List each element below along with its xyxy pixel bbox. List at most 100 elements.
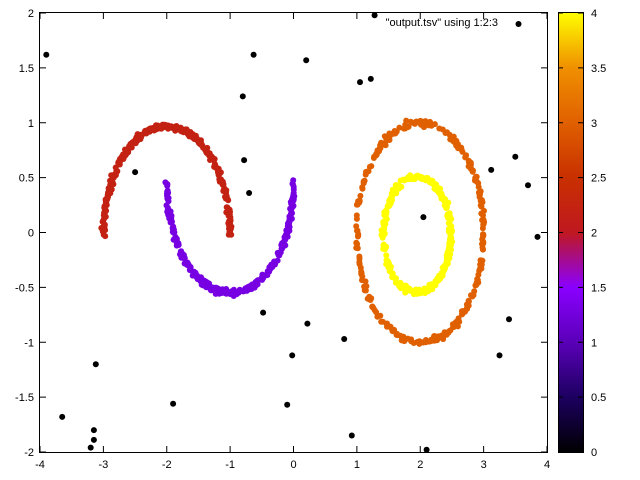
data-point bbox=[422, 338, 429, 345]
colorbar-tick-label: 3 bbox=[591, 118, 597, 130]
data-point bbox=[169, 218, 175, 225]
data-point bbox=[289, 352, 296, 359]
data-point bbox=[102, 233, 109, 240]
data-point bbox=[224, 209, 231, 216]
data-point bbox=[386, 268, 393, 275]
data-point bbox=[479, 217, 486, 224]
data-point bbox=[420, 214, 427, 221]
data-point bbox=[374, 313, 381, 320]
data-point bbox=[353, 240, 360, 246]
y-tick-label: -2 bbox=[24, 447, 34, 459]
data-point bbox=[356, 261, 363, 268]
x-tick-label: 0 bbox=[290, 459, 296, 471]
data-point bbox=[386, 137, 393, 143]
data-point bbox=[402, 284, 409, 291]
data-point bbox=[167, 214, 173, 221]
data-point bbox=[381, 246, 388, 253]
data-point bbox=[475, 180, 482, 187]
data-point bbox=[439, 264, 446, 271]
data-point bbox=[114, 168, 121, 175]
data-point bbox=[246, 190, 253, 196]
data-point bbox=[286, 225, 292, 232]
data-point bbox=[426, 285, 433, 292]
data-point bbox=[410, 340, 417, 346]
data-point bbox=[280, 238, 287, 245]
data-point bbox=[353, 223, 360, 230]
data-point bbox=[434, 337, 440, 344]
data-point bbox=[360, 178, 367, 185]
data-point bbox=[465, 302, 472, 309]
data-point bbox=[359, 273, 366, 280]
data-point bbox=[368, 163, 375, 170]
data-point bbox=[445, 252, 452, 259]
data-point bbox=[170, 229, 177, 236]
data-point bbox=[356, 197, 363, 204]
data-point bbox=[388, 131, 395, 137]
data-point bbox=[451, 321, 458, 328]
data-point bbox=[383, 261, 390, 268]
colorbar-tick-label: 2.5 bbox=[591, 173, 606, 185]
data-point bbox=[534, 233, 541, 240]
data-point bbox=[488, 166, 495, 173]
data-point bbox=[467, 163, 474, 170]
data-point bbox=[43, 51, 50, 58]
data-point bbox=[418, 339, 424, 346]
data-point bbox=[437, 192, 444, 199]
data-point bbox=[357, 79, 363, 86]
data-point bbox=[227, 225, 234, 232]
data-point bbox=[421, 124, 427, 131]
y-axis: -2 -1.5 -1 -0.5 0 0.5 1 1.5 2 bbox=[15, 8, 547, 459]
data-point bbox=[446, 240, 453, 246]
colorbar-tick-label: 1.5 bbox=[591, 282, 606, 294]
data-point bbox=[210, 157, 217, 164]
colorbar-tick-label: 2 bbox=[591, 228, 597, 240]
data-point bbox=[348, 432, 355, 439]
data-point bbox=[476, 191, 483, 198]
data-point bbox=[451, 137, 457, 144]
data-point bbox=[367, 297, 374, 303]
plot-frame bbox=[39, 12, 548, 453]
data-point bbox=[404, 335, 411, 342]
x-tick-label: -2 bbox=[162, 459, 172, 471]
data-point bbox=[90, 436, 97, 443]
data-point bbox=[474, 276, 481, 283]
data-point bbox=[165, 206, 172, 213]
data-point bbox=[362, 287, 369, 294]
x-tick-label: 3 bbox=[481, 459, 487, 471]
data-point bbox=[248, 281, 255, 288]
data-point bbox=[381, 133, 388, 140]
data-point bbox=[356, 255, 363, 262]
data-point bbox=[435, 276, 442, 283]
data-point bbox=[260, 309, 267, 316]
data-point bbox=[206, 150, 213, 157]
data-point bbox=[108, 186, 115, 193]
x-axis: -4 -3 -2 -1 0 1 2 3 4 bbox=[35, 13, 550, 471]
data-point bbox=[174, 241, 180, 248]
data-point bbox=[362, 278, 369, 285]
data-point bbox=[286, 213, 293, 220]
y-tick-label: -1.5 bbox=[15, 392, 34, 404]
data-point bbox=[477, 261, 484, 268]
data-point bbox=[462, 308, 468, 315]
data-point bbox=[413, 118, 420, 125]
data-point bbox=[104, 196, 111, 202]
data-point bbox=[432, 181, 439, 187]
series-upper-moon bbox=[98, 121, 235, 240]
data-point bbox=[442, 130, 449, 136]
data-point bbox=[101, 224, 108, 231]
data-point bbox=[162, 179, 169, 186]
data-point bbox=[184, 130, 191, 137]
data-point bbox=[427, 120, 434, 127]
colorbar-axis: 0 0.5 1 1.5 2 2.5 3 3.5 4 bbox=[558, 8, 606, 459]
data-point bbox=[475, 271, 482, 278]
data-point bbox=[116, 161, 123, 168]
data-point bbox=[204, 144, 211, 151]
series-noise bbox=[43, 12, 541, 453]
data-point bbox=[382, 142, 389, 149]
data-point bbox=[194, 275, 201, 282]
data-point bbox=[359, 184, 366, 191]
x-tick-label: 2 bbox=[417, 459, 423, 471]
data-point bbox=[170, 400, 177, 407]
data-point bbox=[160, 122, 167, 129]
data-point bbox=[424, 175, 431, 181]
